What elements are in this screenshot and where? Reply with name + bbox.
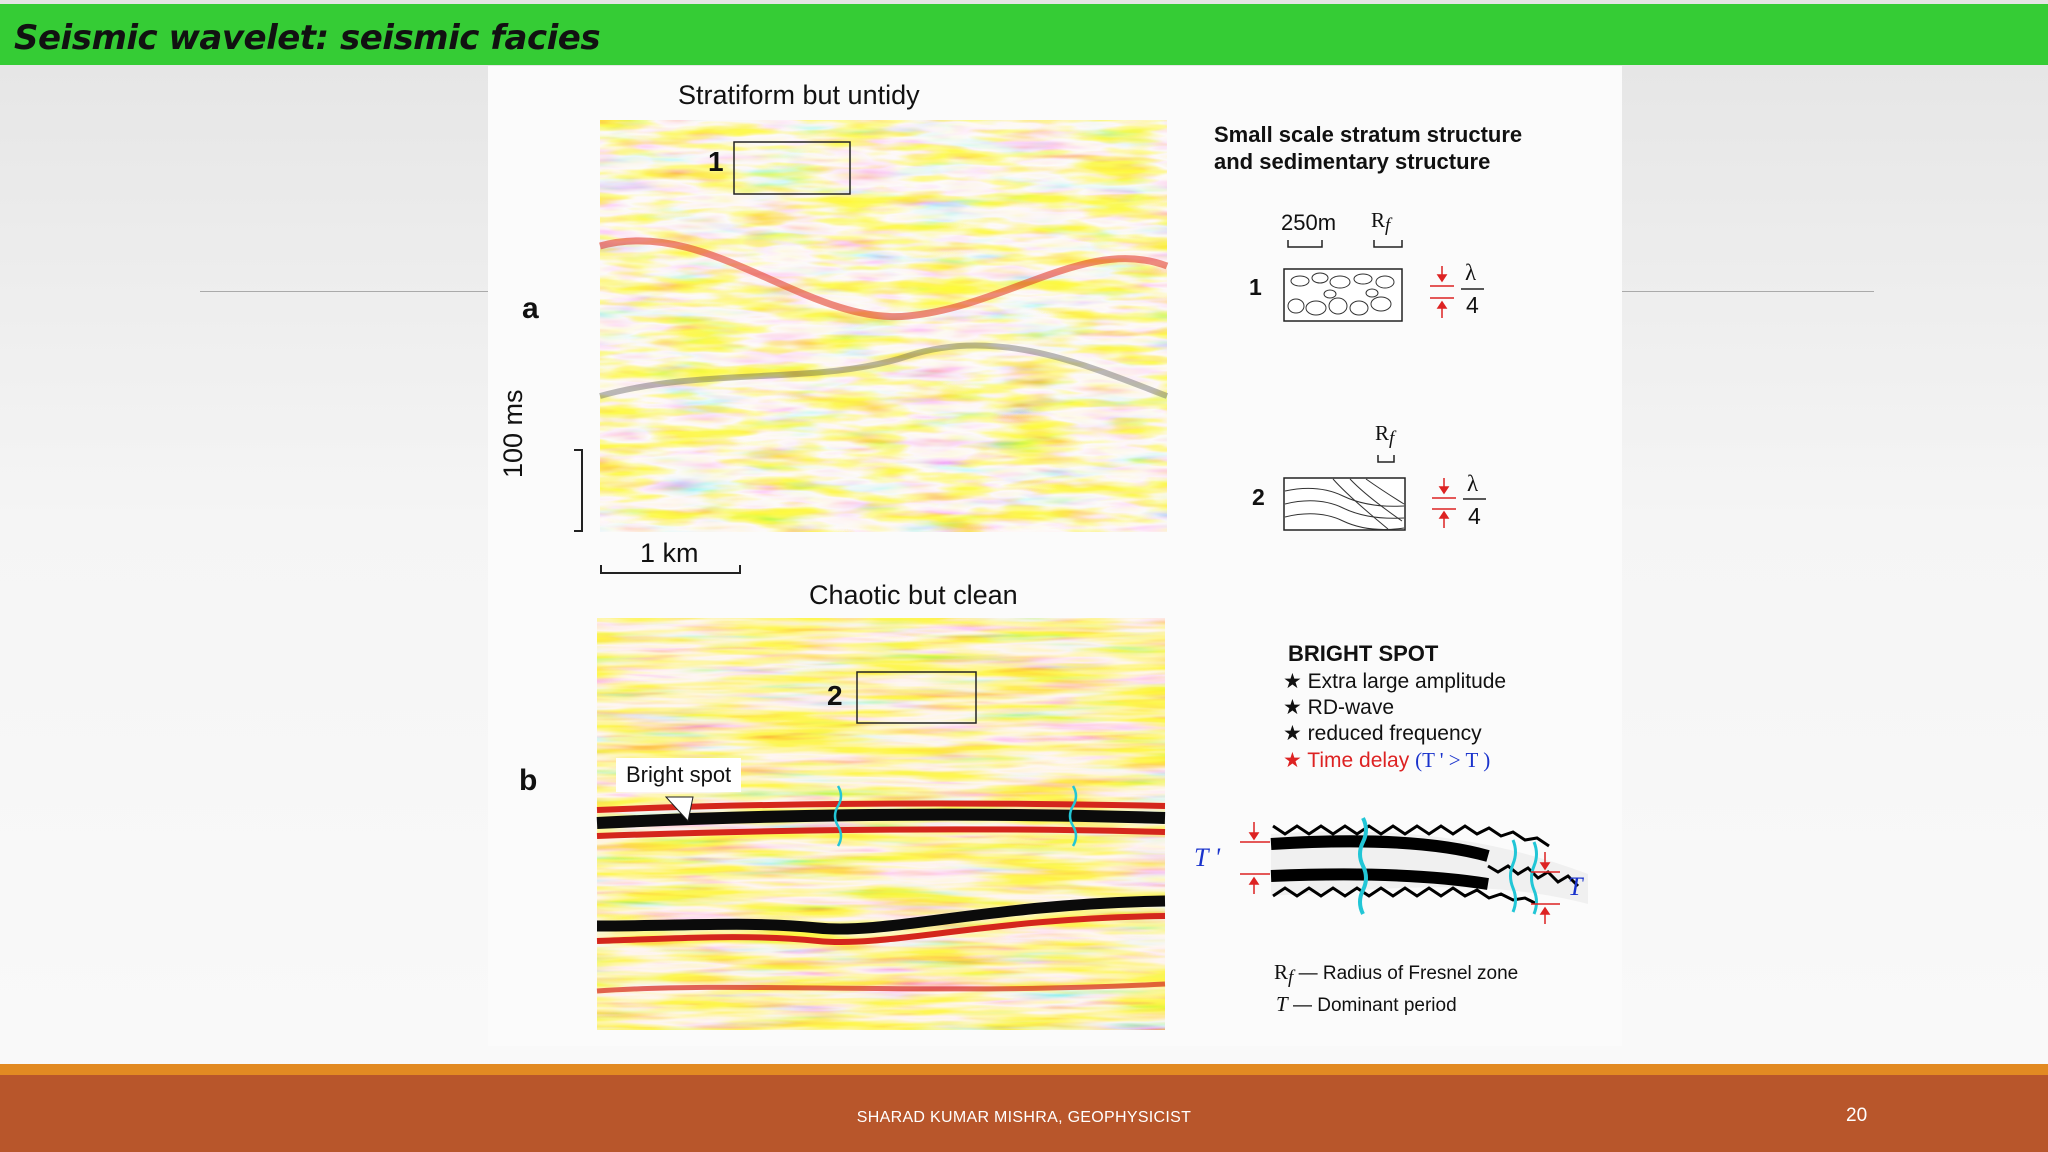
star-icon: ★ xyxy=(1283,749,1302,772)
footer-author: SHARAD KUMAR MISHRA, GEOPHYSICIST xyxy=(856,1109,1192,1126)
wavelet-marker-1 xyxy=(833,785,843,847)
t-label: T xyxy=(1568,872,1583,901)
seismic-section-a xyxy=(600,120,1167,532)
reflector-a-1 xyxy=(599,237,1169,321)
box-2 xyxy=(856,671,977,724)
box-1-label: 1 xyxy=(708,146,724,177)
bright-spot-item-4: ★ Time delay (T ' > T ) xyxy=(1283,748,1491,772)
reflector-a-2 xyxy=(599,342,1169,399)
star-icon: ★ xyxy=(1283,670,1302,693)
divider-left xyxy=(200,291,490,292)
title-bar: Seismic wavelet: seismic facies xyxy=(0,4,2048,65)
star-icon: ★ xyxy=(1283,696,1302,719)
scale-250m: 250m xyxy=(1281,210,1337,235)
time-delay-arrows xyxy=(1240,822,1560,924)
time-scale-bar xyxy=(574,449,583,532)
schematic-heading-1: Small scale stratum structure xyxy=(1214,122,1523,147)
distance-scale-bar xyxy=(600,565,741,574)
figure-graphics xyxy=(574,120,1588,1030)
page-number: 20 xyxy=(1846,1105,1868,1126)
rf-label-1: Rf xyxy=(1371,208,1391,236)
bright-spot-item-2: ★ RD-wave xyxy=(1283,696,1395,719)
footer-stripe xyxy=(0,1064,2048,1075)
schematic-2-layers xyxy=(1284,478,1405,530)
slide-title: Seismic wavelet: seismic facies xyxy=(14,18,601,58)
divider-right xyxy=(1622,291,1874,292)
box-2-label: 2 xyxy=(827,680,843,711)
bright-spot-heading: BRIGHT SPOT xyxy=(1288,641,1439,666)
bright-spot-item-3: ★ reduced frequency xyxy=(1283,722,1482,745)
panel-b-letter: b xyxy=(519,764,538,797)
rf-label-2: Rf xyxy=(1375,421,1395,449)
distance-scale-label: 1 km xyxy=(640,538,699,568)
reflector-b-2 xyxy=(596,895,1166,935)
t-prime-label: T ' xyxy=(1194,843,1221,872)
schematic-item-1: 1 xyxy=(1249,274,1262,300)
bright-spot-callout: Bright spot xyxy=(616,758,742,792)
panel-b-title: Chaotic but clean xyxy=(809,580,1018,610)
quarter-2: 4 xyxy=(1468,503,1481,529)
wavelet-marker-2 xyxy=(1068,785,1078,847)
panel-a-letter: a xyxy=(522,292,539,325)
callout-pointer xyxy=(664,796,694,823)
lambda-2: λ xyxy=(1467,471,1479,496)
bright-spot-item-1: ★ Extra large amplitude xyxy=(1283,670,1507,693)
schematic-1-grains xyxy=(1287,272,1395,316)
schematic-item-2: 2 xyxy=(1252,484,1265,510)
legend-t: T — Dominant period xyxy=(1276,992,1457,1016)
box-1 xyxy=(733,141,851,195)
bright-spot-wavelets xyxy=(1270,817,1588,915)
footer-bar xyxy=(0,1075,2048,1152)
panel-a-title: Stratiform but untidy xyxy=(678,80,920,110)
lambda-1: λ xyxy=(1465,260,1477,285)
seismic-figure: Stratiform but untidy a 1 100 ms 1 km Ch… xyxy=(488,66,1622,1046)
schematic-heading-2: and sedimentary structure xyxy=(1214,149,1491,174)
star-icon: ★ xyxy=(1283,722,1302,745)
quarter-1: 4 xyxy=(1466,292,1479,318)
bright-spot-reflector xyxy=(596,808,1166,829)
legend-rf: Rf — Radius of Fresnel zone xyxy=(1274,960,1519,988)
time-scale-label: 100 ms xyxy=(498,389,528,478)
